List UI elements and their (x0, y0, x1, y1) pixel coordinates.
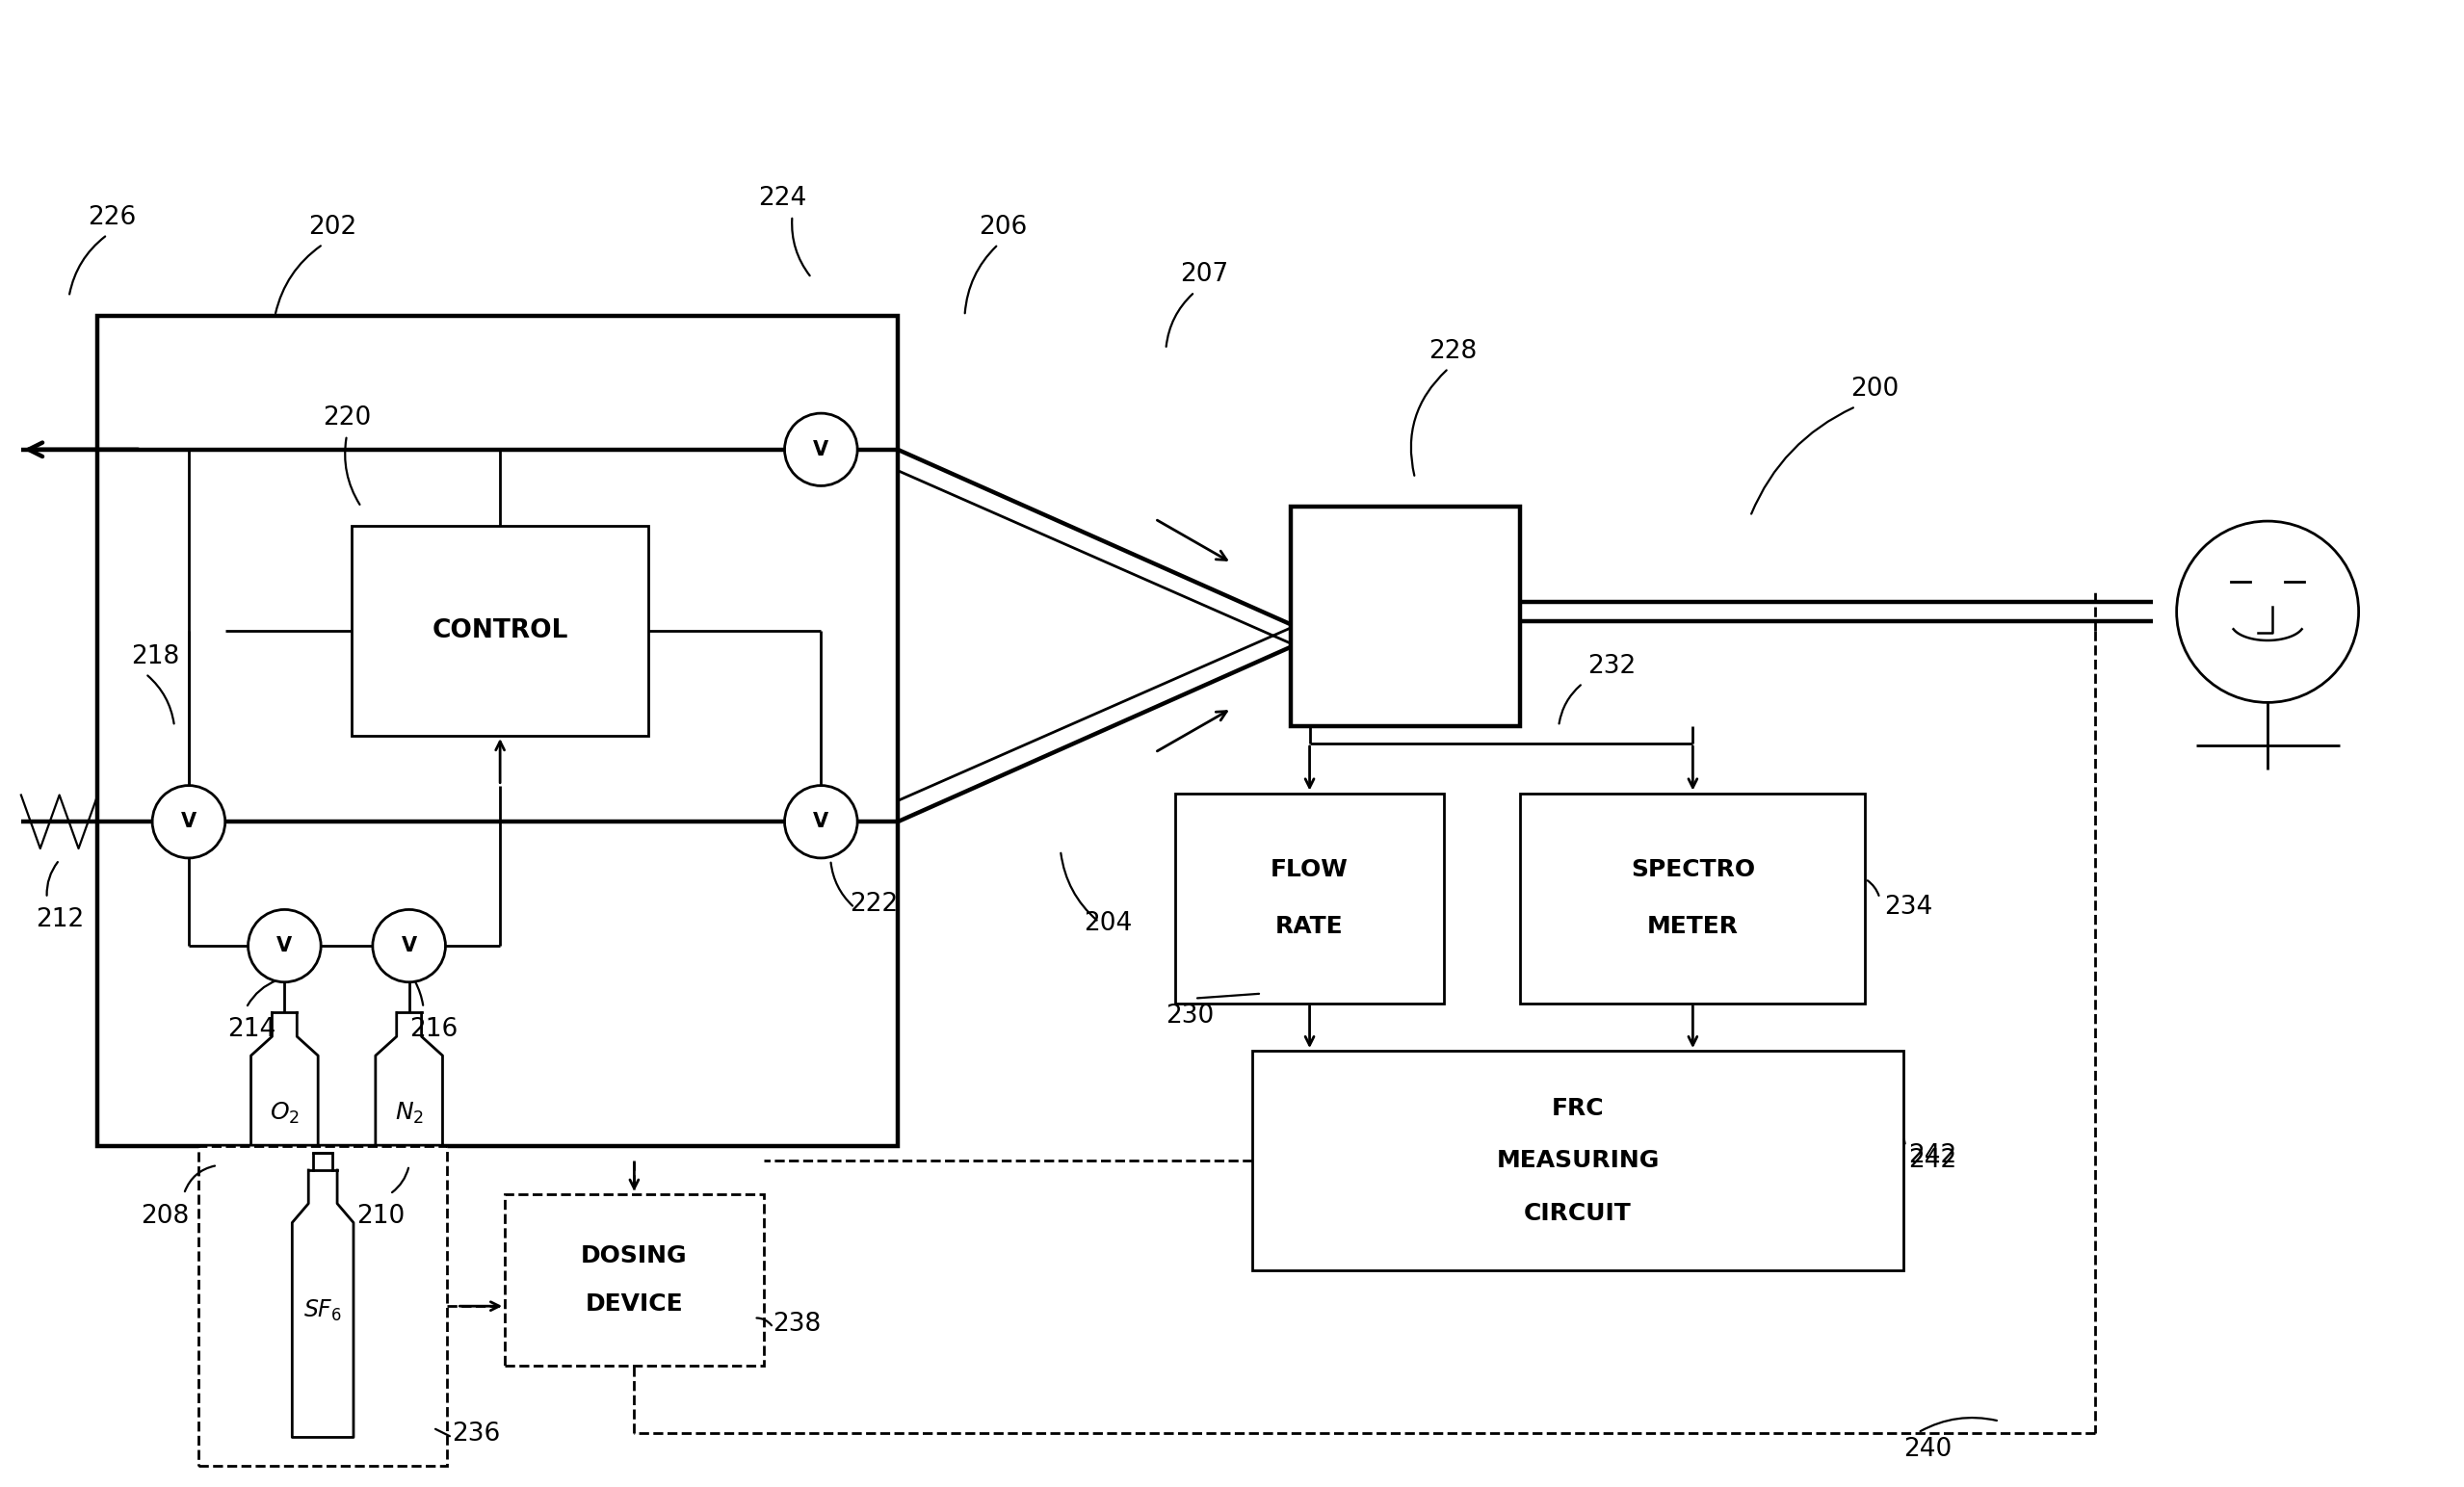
Text: 240: 240 (1905, 1438, 1951, 1462)
Bar (1520, 793, 1865, 1004)
Text: 226: 226 (89, 205, 136, 230)
Text: 232: 232 (1587, 654, 1636, 678)
Circle shape (372, 910, 446, 981)
Text: V: V (276, 937, 293, 956)
Text: 228: 228 (1429, 339, 1478, 364)
Circle shape (784, 785, 857, 858)
Bar (1252, 1051, 1905, 1270)
Text: FRC: FRC (1552, 1096, 1604, 1120)
Text: 218: 218 (131, 644, 180, 669)
Text: V: V (813, 812, 828, 831)
Text: 236: 236 (453, 1422, 500, 1447)
Bar (1291, 507, 1520, 726)
Text: 204: 204 (1084, 912, 1133, 937)
Text: 224: 224 (759, 186, 806, 211)
Circle shape (249, 910, 320, 981)
Circle shape (784, 413, 857, 486)
Text: 234: 234 (1885, 895, 1932, 920)
Text: DEVICE: DEVICE (586, 1292, 683, 1316)
Text: FLOW: FLOW (1271, 858, 1348, 880)
Bar (197, 1146, 448, 1466)
Text: CIRCUIT: CIRCUIT (1525, 1201, 1631, 1225)
Text: 220: 220 (323, 406, 372, 430)
Bar (99, 315, 897, 1146)
Text: DOSING: DOSING (582, 1245, 687, 1267)
Text: 200: 200 (1850, 376, 1900, 401)
Text: 230: 230 (1165, 1004, 1215, 1028)
Text: $SF_6$: $SF_6$ (303, 1298, 342, 1323)
Circle shape (153, 785, 224, 858)
Text: $O_2$: $O_2$ (269, 1100, 301, 1126)
Text: 212: 212 (34, 907, 84, 932)
Text: 222: 222 (850, 892, 899, 917)
Circle shape (2176, 520, 2358, 702)
Text: 214: 214 (227, 1017, 276, 1042)
Text: CONTROL: CONTROL (431, 619, 569, 644)
Text: 207: 207 (1180, 262, 1230, 287)
Text: $N_2$: $N_2$ (394, 1100, 424, 1126)
Text: RATE: RATE (1276, 915, 1343, 938)
Text: 242: 242 (1907, 1144, 1956, 1169)
Text: 210: 210 (357, 1203, 404, 1228)
Text: V: V (813, 440, 828, 459)
Bar (505, 1194, 764, 1365)
Text: 202: 202 (308, 214, 357, 239)
Bar (1175, 793, 1444, 1004)
Bar (352, 526, 648, 736)
Text: MEASURING: MEASURING (1496, 1149, 1658, 1172)
Text: SPECTRO: SPECTRO (1631, 858, 1754, 880)
Text: V: V (180, 812, 197, 831)
Text: V: V (402, 937, 416, 956)
Text: 216: 216 (409, 1017, 458, 1042)
Text: METER: METER (1646, 915, 1740, 938)
Text: 238: 238 (774, 1312, 821, 1337)
Text: 242: 242 (1907, 1148, 1956, 1173)
Text: 206: 206 (978, 214, 1027, 239)
Text: 208: 208 (140, 1203, 190, 1228)
